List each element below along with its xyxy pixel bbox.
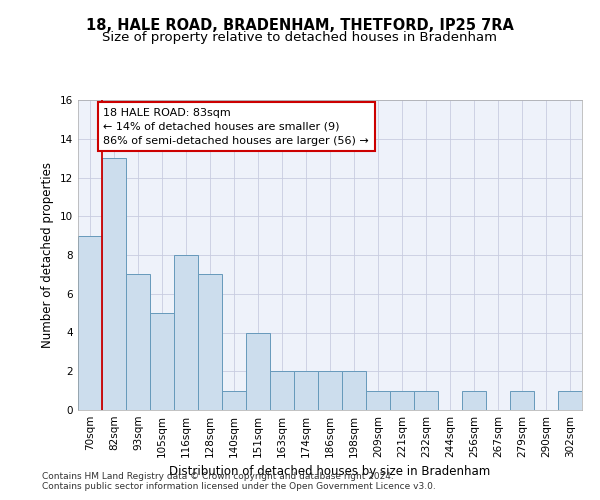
Text: 18, HALE ROAD, BRADENHAM, THETFORD, IP25 7RA: 18, HALE ROAD, BRADENHAM, THETFORD, IP25… [86, 18, 514, 32]
Bar [270, 371, 294, 410]
Bar [414, 390, 438, 410]
Bar [462, 390, 486, 410]
Text: Size of property relative to detached houses in Bradenham: Size of property relative to detached ho… [103, 31, 497, 44]
Bar [294, 371, 318, 410]
Text: 18 HALE ROAD: 83sqm
← 14% of detached houses are smaller (9)
86% of semi-detache: 18 HALE ROAD: 83sqm ← 14% of detached ho… [103, 108, 369, 146]
Bar [150, 313, 174, 410]
Bar [78, 236, 102, 410]
Bar [366, 390, 390, 410]
Bar [222, 390, 246, 410]
Bar [102, 158, 126, 410]
Bar [390, 390, 414, 410]
Text: Contains HM Land Registry data © Crown copyright and database right 2024.: Contains HM Land Registry data © Crown c… [42, 472, 394, 481]
Bar [510, 390, 534, 410]
Text: Contains public sector information licensed under the Open Government Licence v3: Contains public sector information licen… [42, 482, 436, 491]
Bar [318, 371, 342, 410]
Bar [174, 255, 198, 410]
Bar [558, 390, 582, 410]
Bar [198, 274, 222, 410]
Bar [342, 371, 366, 410]
Bar [126, 274, 150, 410]
Bar [246, 332, 270, 410]
Y-axis label: Number of detached properties: Number of detached properties [41, 162, 55, 348]
X-axis label: Distribution of detached houses by size in Bradenham: Distribution of detached houses by size … [169, 466, 491, 478]
